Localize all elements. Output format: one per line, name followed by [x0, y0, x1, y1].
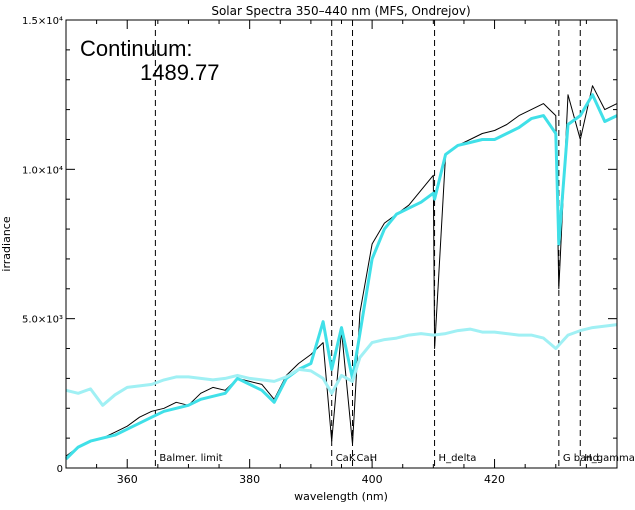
series-line-fine [65, 85, 618, 457]
chart-title: Solar Spectra 350–440 nm (MFS, Ondrejov) [211, 4, 470, 18]
x-tick-label: 400 [362, 473, 383, 486]
y-tick-label: 1.5×10⁴ [22, 16, 63, 27]
y-tick-label: 0 [57, 464, 63, 475]
marker-label: CaH [357, 453, 378, 464]
y-axis-label: irradiance [0, 216, 13, 271]
series-line-continuum [65, 323, 618, 407]
marker-label: H_gamma 440 [584, 453, 635, 464]
x-axis: 360 380 400 420 [65, 20, 618, 486]
continuum-value: 1489.77 [140, 60, 220, 85]
y-axis: 0 5.0×10³ 1.0×10⁴ 1.5×10⁴ [22, 16, 617, 475]
continuum-label: Continuum: [80, 36, 193, 61]
marker-label: G band [563, 453, 599, 464]
marker-label: CaK [336, 453, 356, 464]
x-tick-label: 360 [117, 473, 138, 486]
y-tick-label: 5.0×10³ [22, 315, 63, 326]
x-axis-label: wavelength (nm) [294, 490, 388, 503]
x-tick-label: 420 [484, 473, 505, 486]
marker-label: H_delta [439, 453, 477, 464]
marker-label: Balmer. limit [159, 453, 222, 464]
y-tick-label: 1.0×10⁴ [22, 165, 63, 176]
x-tick-label: 380 [239, 473, 260, 486]
series-layer [64, 85, 618, 461]
